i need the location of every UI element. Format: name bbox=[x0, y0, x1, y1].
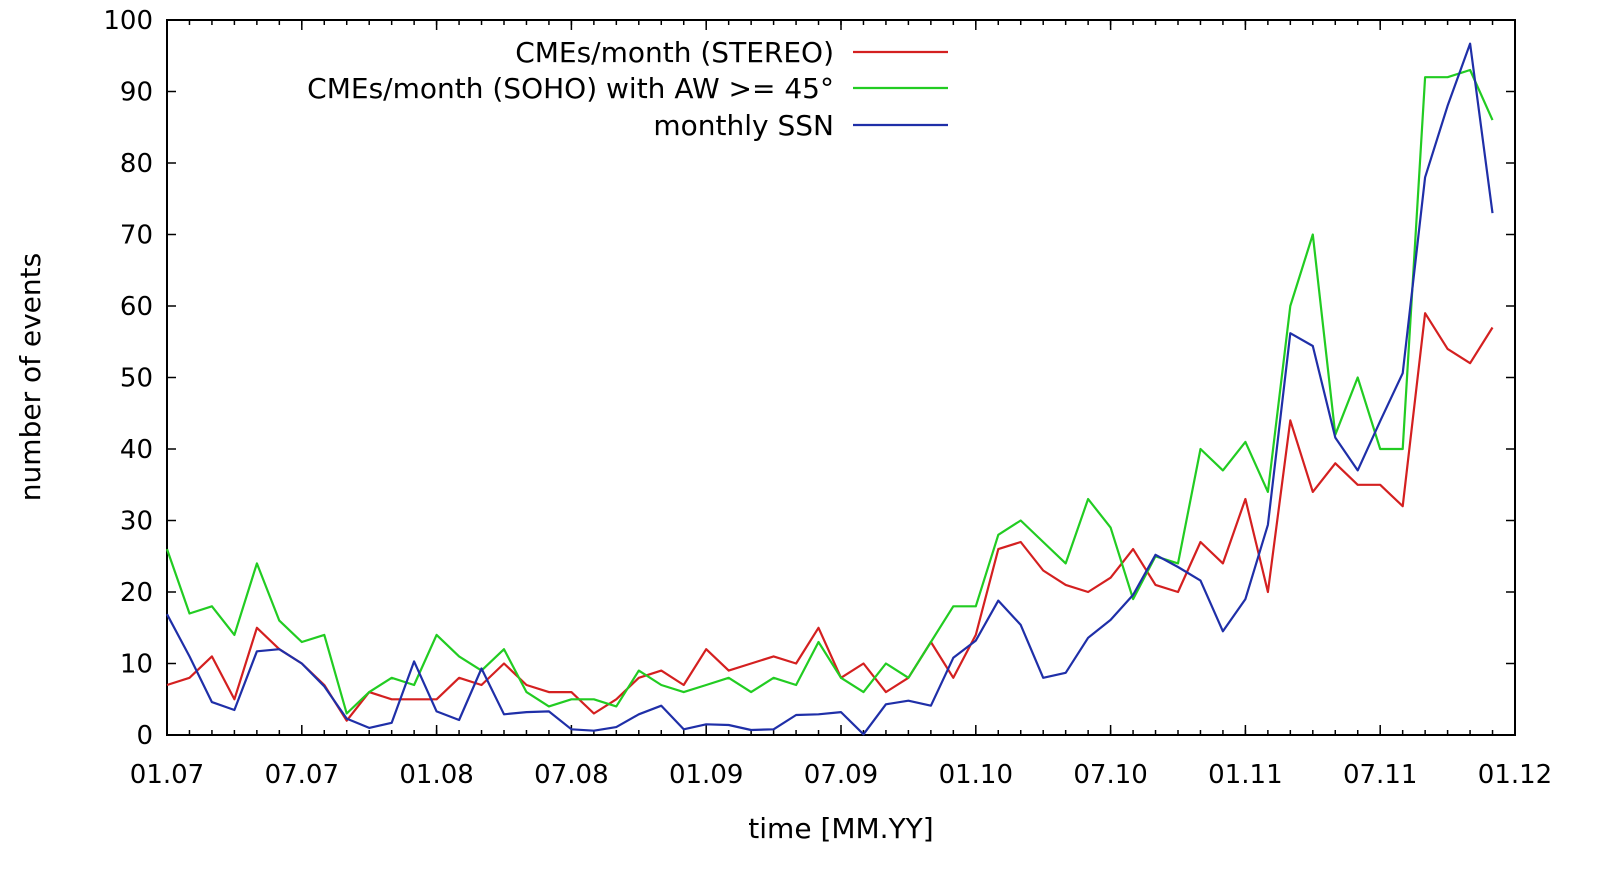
y-axis-label: number of events bbox=[14, 253, 47, 501]
x-tick-label: 07.07 bbox=[265, 760, 339, 790]
series-line-2 bbox=[165, 68, 1494, 715]
y-tick-label: 0 bbox=[136, 721, 153, 751]
legend-label: CMEs/month (STEREO) bbox=[515, 36, 834, 69]
series-line-3 bbox=[166, 42, 1494, 736]
y-tick-label: 80 bbox=[120, 149, 153, 179]
y-tick-label: 90 bbox=[120, 78, 153, 108]
x-tick-label: 01.12 bbox=[1478, 760, 1552, 790]
y-axis: 0 10 20 30 40 50 60 70 80 90 100 bbox=[103, 6, 1515, 751]
y-tick-label: 50 bbox=[120, 364, 153, 394]
x-tick-label: 07.09 bbox=[804, 760, 878, 790]
y-tick-label: 70 bbox=[120, 221, 153, 251]
x-tick-label: 07.11 bbox=[1343, 760, 1417, 790]
y-tick-label: 30 bbox=[120, 507, 153, 537]
x-tick-label: 01.09 bbox=[669, 760, 743, 790]
x-tick-label: 01.11 bbox=[1208, 760, 1282, 790]
x-tick-label: 07.08 bbox=[534, 760, 608, 790]
y-tick-label: 10 bbox=[120, 650, 153, 680]
series-line-1 bbox=[166, 312, 1494, 722]
y-tick-label: 100 bbox=[103, 6, 153, 36]
plot-frame bbox=[166, 19, 1516, 736]
x-tick-label: 01.10 bbox=[939, 760, 1013, 790]
x-tick-label: 07.10 bbox=[1073, 760, 1147, 790]
y-tick-label: 20 bbox=[120, 578, 153, 608]
y-tick-label: 60 bbox=[120, 292, 153, 322]
legend-label: CMEs/month (SOHO) with AW >= 45° bbox=[307, 72, 834, 105]
x-tick-label: 01.07 bbox=[130, 760, 204, 790]
series-lines bbox=[165, 42, 1494, 736]
x-axis-label: time [MM.YY] bbox=[748, 812, 933, 845]
legend-label: monthly SSN bbox=[653, 109, 834, 142]
y-tick-label: 40 bbox=[120, 435, 153, 465]
legend: CMEs/month (STEREO)CMEs/month (SOHO) wit… bbox=[307, 36, 948, 142]
x-tick-label: 01.08 bbox=[399, 760, 473, 790]
x-axis: 01.07 07.07 01.08 07.08 01.09 07.09 01.10 07.10… bbox=[130, 20, 1552, 790]
